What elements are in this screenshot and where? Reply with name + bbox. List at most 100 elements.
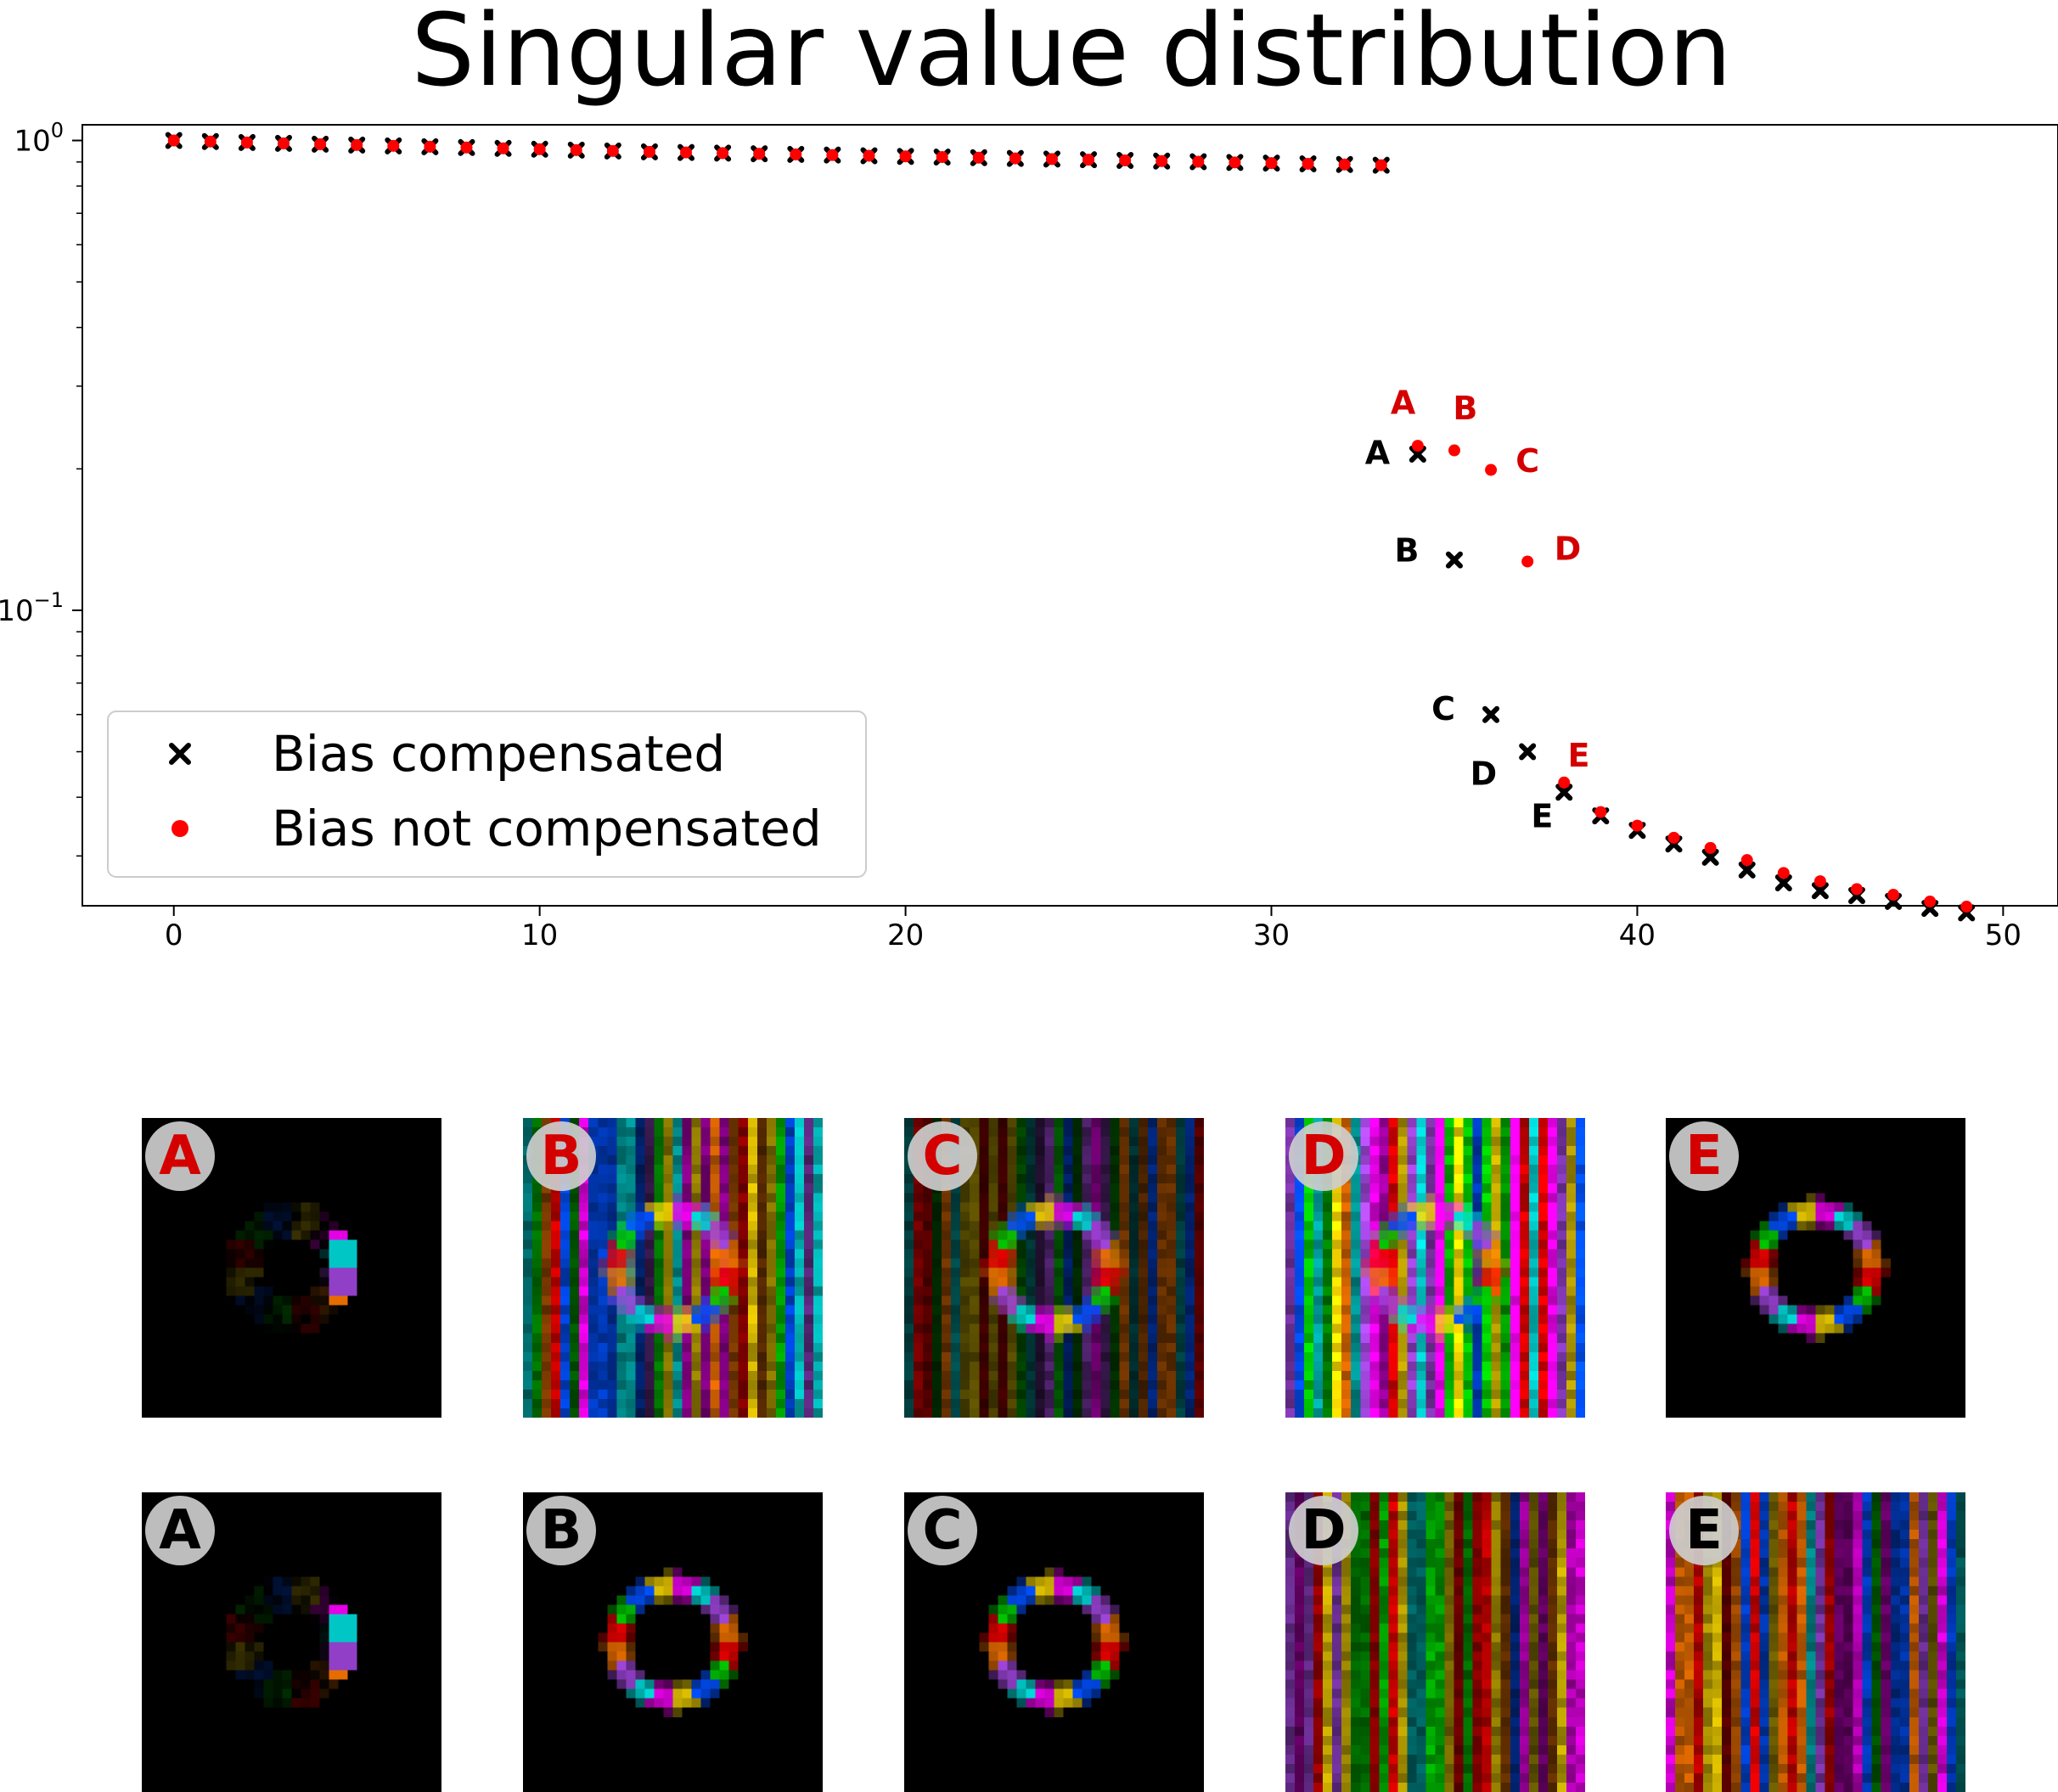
singular-vector-tile: C (904, 1118, 1204, 1418)
bias-not-compensated-point (1229, 156, 1241, 169)
bias-not-compensated-point (1302, 157, 1314, 170)
tile-label-badge: B (526, 1121, 596, 1191)
bias-not-compensated-point (936, 151, 948, 164)
bias-not-compensated-point (680, 146, 693, 159)
bias-not-compensated-point (1009, 152, 1021, 165)
singular-vector-tile: D (1285, 1118, 1585, 1418)
legend-label: Bias compensated (272, 725, 725, 783)
tile-label-badge: A (145, 1496, 215, 1565)
x-axis: 0 10 20 30 40 50 (165, 906, 2021, 952)
legend: Bias compensated Bias not compensated (107, 711, 867, 878)
plot-frame (82, 124, 2058, 907)
singular-vector-tile: E (1666, 1492, 1965, 1792)
tile-label-badge: D (1289, 1496, 1358, 1565)
tile-label-badge: E (1669, 1121, 1739, 1191)
singular-vector-tile: A (142, 1118, 441, 1418)
singular-vector-tile: C (904, 1492, 1204, 1792)
bias-not-compensated-point (1045, 153, 1058, 166)
bias-not-compensated-point (1887, 889, 1900, 902)
y-tick-label: 100 (14, 118, 64, 158)
x-tick-label: 0 (165, 918, 183, 952)
point-annotation: D (1470, 756, 1498, 793)
bias-not-compensated-point (351, 138, 363, 151)
point-annotation: E (1568, 737, 1590, 774)
singular-vector-tile: B (523, 1492, 823, 1792)
bias-not-compensated-point (387, 139, 400, 152)
point-annotation: A (1391, 384, 1416, 421)
bias-compensated-point (1482, 705, 1500, 723)
legend-marker-x (169, 743, 191, 765)
bias-not-compensated-point (1485, 463, 1498, 476)
legend-label: Bias not compensated (272, 800, 822, 857)
bias-not-compensated-point (204, 135, 216, 148)
bias-not-compensated-point (1521, 555, 1534, 568)
x-tick-label: 50 (1985, 918, 2021, 952)
bias-not-compensated-point (460, 141, 473, 154)
legend-marker-dot (172, 820, 188, 837)
point-annotation: C (1431, 690, 1455, 727)
bias-not-compensated-point (790, 148, 802, 160)
bias-not-compensated-point (863, 149, 875, 162)
x-tick-label: 40 (1619, 918, 1656, 952)
bias-not-compensated-point (972, 151, 985, 164)
bias-compensated-point (1738, 861, 1756, 879)
y-axis: 100 10−1 (0, 118, 82, 857)
bias-not-compensated-point (753, 148, 766, 160)
x-tick-label: 20 (887, 918, 924, 952)
point-annotation: E (1531, 798, 1553, 835)
point-annotation: D (1555, 531, 1582, 568)
singular-vector-tile: D (1285, 1492, 1585, 1792)
tile-label-badge: C (908, 1496, 977, 1565)
chart-title: Singular value distribution (411, 0, 1732, 109)
series-layer (165, 132, 1976, 922)
point-annotation: B (1394, 531, 1419, 569)
bias-not-compensated-point (1338, 158, 1351, 171)
bias-not-compensated-point (533, 143, 546, 155)
x-tick-label: 30 (1253, 918, 1290, 952)
bias-not-compensated-point (1156, 154, 1168, 167)
bias-not-compensated-point (497, 142, 509, 154)
bias-compensated-point (1519, 743, 1537, 761)
bias-not-compensated-point (1082, 154, 1095, 166)
bias-not-compensated-point (1265, 157, 1278, 170)
point-annotation: B (1453, 390, 1477, 427)
tile-label-badge: A (145, 1121, 215, 1191)
bias-not-compensated-point (826, 149, 839, 161)
bias-not-compensated-point (424, 140, 436, 153)
bias-not-compensated-point (570, 143, 582, 156)
x-tick-label: 10 (521, 918, 558, 952)
bias-not-compensated-point (1558, 776, 1571, 789)
bias-compensated-point (1811, 882, 1829, 900)
bias-not-compensated-point (1850, 883, 1863, 896)
bias-not-compensated-point (240, 136, 253, 149)
bias-not-compensated-point (1667, 831, 1680, 844)
bias-not-compensated-point (1119, 154, 1132, 166)
legend-box (107, 711, 867, 878)
bias-not-compensated-point (314, 138, 327, 150)
bias-not-compensated-point (717, 147, 729, 160)
bias-not-compensated-point (1192, 155, 1205, 168)
point-annotation: C (1515, 442, 1539, 480)
bias-not-compensated-point (1813, 875, 1826, 888)
bias-not-compensated-point (1740, 854, 1753, 867)
bias-not-compensated-point (899, 150, 912, 163)
bias-compensated-point (1774, 874, 1792, 891)
bias-compensated-point (1701, 848, 1719, 866)
bias-not-compensated-point (1411, 440, 1424, 452)
singular-vector-tile: B (523, 1118, 823, 1418)
tile-label-badge: B (526, 1496, 596, 1565)
bias-not-compensated-point (1777, 867, 1790, 879)
bias-not-compensated-point (1448, 444, 1460, 457)
bias-compensated-point (1445, 551, 1463, 569)
bias-not-compensated-point (1960, 901, 1973, 913)
bias-not-compensated-point (643, 145, 655, 158)
singular-vector-tile: A (142, 1492, 441, 1792)
bias-not-compensated-point (1631, 819, 1644, 832)
point-annotation: A (1365, 434, 1391, 471)
y-tick-label: 10−1 (0, 588, 64, 628)
bias-not-compensated-point (606, 144, 619, 157)
bias-not-compensated-point (1924, 895, 1937, 907)
tile-label-badge: E (1669, 1496, 1739, 1565)
